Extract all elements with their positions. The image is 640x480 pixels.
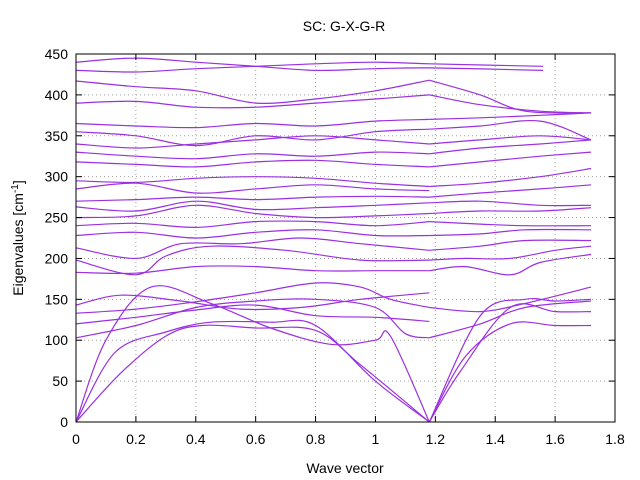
x-tick-label: 1.6 <box>545 431 565 447</box>
band-line-36 <box>429 221 592 227</box>
band-line-1 <box>75 324 430 423</box>
x-tick-label: 0 <box>72 431 80 447</box>
band-line-2 <box>75 319 430 423</box>
band-line-44 <box>429 119 592 141</box>
band-line-38 <box>429 200 592 207</box>
y-axis-ticks: 0 50 100 150 200 250 300 350 400 450 <box>45 46 615 430</box>
band-line-46 <box>429 94 592 114</box>
grid <box>76 54 615 422</box>
y-axis-label: Eigenvalues [cm-1] <box>10 180 27 296</box>
band-line-34 <box>429 239 592 251</box>
y-tick-label: 400 <box>45 87 69 103</box>
band-line-24 <box>75 79 430 104</box>
y-tick-label: 100 <box>45 332 69 348</box>
band-line-32 <box>429 253 592 276</box>
band-line-3 <box>75 285 430 423</box>
y-tick-label: 350 <box>45 128 69 144</box>
band-line-21 <box>75 128 430 147</box>
y-tick-label: 150 <box>45 291 69 307</box>
band-line-20 <box>75 135 430 149</box>
x-axis-ticks: 0 0.2 0.4 0.6 0.8 1 1.2 1.4 1.6 1.8 <box>72 54 625 447</box>
x-tick-label: 1.4 <box>485 431 505 447</box>
band-line-18 <box>75 159 430 168</box>
band-line-45 <box>429 112 592 120</box>
band-line-30 <box>429 300 592 339</box>
band-line-47 <box>429 79 592 114</box>
band-line-37 <box>429 207 592 215</box>
band-line-4 <box>75 298 430 339</box>
plot-frame <box>75 53 616 423</box>
y-axis-label-end: ] <box>10 180 26 184</box>
band-line-8 <box>75 265 430 275</box>
band-line-26 <box>75 61 544 73</box>
band-line-10 <box>75 237 430 260</box>
y-tick-label: 200 <box>45 250 69 266</box>
band-line-28 <box>428 303 592 423</box>
band-line-33 <box>429 245 592 261</box>
x-tick-label: 0.6 <box>246 431 266 447</box>
band-line-39 <box>429 184 592 198</box>
band-line-14 <box>75 200 430 212</box>
x-tick-label: 1.2 <box>426 431 446 447</box>
band-line-35 <box>429 228 592 237</box>
chart-title: SC: G-X-G-R <box>303 18 385 34</box>
band-line-9 <box>75 245 430 276</box>
y-axis-label-main: Eigenvalues [cm <box>10 193 26 296</box>
y-tick-label: 300 <box>45 169 69 185</box>
x-tick-label: 1.8 <box>605 431 625 447</box>
x-tick-label: 0.4 <box>186 431 206 447</box>
band-line-7 <box>75 292 430 311</box>
y-tick-label: 450 <box>45 46 69 62</box>
band-line-29 <box>428 297 592 423</box>
band-line-13 <box>75 204 430 219</box>
x-tick-label: 0.2 <box>126 431 146 447</box>
band-line-16 <box>75 182 430 194</box>
band-line-31 <box>429 286 592 313</box>
band-line-41 <box>429 151 592 168</box>
y-tick-label: 250 <box>45 210 69 226</box>
band-line-19 <box>75 151 430 160</box>
band-line-22 <box>75 118 430 129</box>
band-line-23 <box>75 94 430 109</box>
band-line-6 <box>75 282 430 314</box>
band-line-42 <box>429 139 592 155</box>
band-line-43 <box>429 135 592 145</box>
x-axis-label: Wave vector <box>306 460 384 476</box>
band-line-17 <box>75 176 430 188</box>
band-line-25 <box>75 57 544 72</box>
y-tick-label: 0 <box>60 414 68 430</box>
band-line-5 <box>75 304 430 325</box>
y-axis-label-superscript: -1 <box>10 184 21 193</box>
y-tick-label: 50 <box>52 373 68 389</box>
x-tick-label: 0.8 <box>306 431 326 447</box>
band-line-40 <box>429 167 592 188</box>
band-lines <box>75 57 592 423</box>
band-line-27 <box>428 321 592 423</box>
band-line-12 <box>75 220 430 229</box>
band-line-11 <box>75 229 430 239</box>
band-line-15 <box>75 195 430 202</box>
x-tick-label: 1 <box>372 431 380 447</box>
